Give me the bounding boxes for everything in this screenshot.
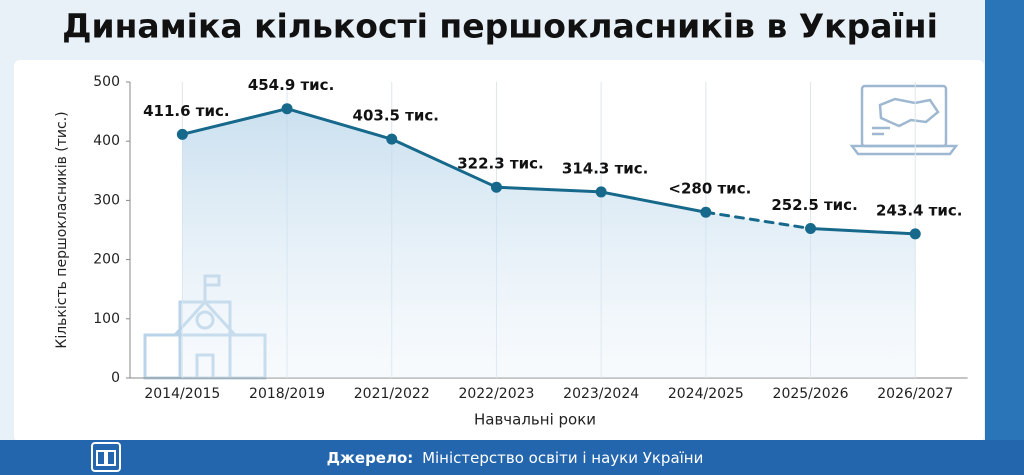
y-tick-label: 300 bbox=[93, 192, 120, 208]
book-icon bbox=[91, 442, 121, 472]
line-segment bbox=[180, 107, 289, 136]
y-tick-label: 100 bbox=[93, 311, 120, 327]
value-label: <280 тис. bbox=[668, 180, 751, 198]
value-label: 403.5 тис. bbox=[353, 107, 439, 125]
x-tick-label: 2026/2027 bbox=[877, 386, 953, 402]
source: Міністерство освіти і науки України bbox=[422, 449, 703, 467]
point bbox=[281, 103, 293, 115]
source-line: Джерело: Міністерство освіти і науки Укр… bbox=[327, 449, 704, 467]
point bbox=[176, 128, 188, 140]
y-tick-label: 400 bbox=[93, 133, 120, 149]
value-label: 411.6 тис. bbox=[143, 102, 229, 120]
line-segment bbox=[704, 210, 813, 231]
x-tick-label: 2024/2025 bbox=[668, 386, 744, 402]
source-label: Джерело: bbox=[327, 449, 414, 467]
line-segment bbox=[809, 227, 917, 236]
value-label: 322.3 тис. bbox=[457, 155, 543, 173]
point bbox=[386, 133, 398, 145]
x-tick-label: 2018/2019 bbox=[249, 386, 325, 402]
line-segment bbox=[494, 185, 603, 194]
x-axis-label: Навчальні роки bbox=[474, 411, 596, 429]
value-label: 252.5 тис. bbox=[771, 196, 857, 214]
point bbox=[700, 206, 712, 218]
y-axis-label: Кількість першокласників (тис.) bbox=[54, 111, 70, 348]
point bbox=[805, 223, 817, 235]
point bbox=[595, 186, 607, 198]
side-band bbox=[985, 0, 1024, 475]
line-segment bbox=[285, 107, 394, 141]
line-segment bbox=[599, 190, 708, 214]
value-label: 243.4 тис. bbox=[876, 201, 962, 219]
x-tick-label: 2023/2024 bbox=[563, 386, 639, 402]
plot: 0 100 200 300 400 500 2014/2015 2018/2019 2021/2… bbox=[93, 74, 968, 402]
y-tick-label: 200 bbox=[93, 252, 120, 268]
x-tick-label: 2014/2015 bbox=[144, 386, 220, 402]
point bbox=[909, 228, 921, 240]
x-tick-label: 2022/2023 bbox=[458, 386, 534, 402]
x-tick-label: 2021/2022 bbox=[354, 386, 430, 402]
footer-bar bbox=[0, 440, 1024, 475]
area bbox=[182, 108, 916, 378]
point bbox=[490, 181, 502, 193]
y-tick-label: 0 bbox=[111, 370, 120, 386]
value-label: 454.9 тис. bbox=[248, 76, 334, 94]
laptop-icon bbox=[849, 84, 959, 156]
line-segment bbox=[390, 137, 498, 189]
value-label: 314.3 тис. bbox=[562, 159, 648, 177]
x-tick-label: 2025/2026 bbox=[773, 386, 849, 402]
chart-title: Динаміка кількості першокласників в Укра… bbox=[62, 7, 938, 46]
y-tick-label: 500 bbox=[93, 74, 120, 90]
